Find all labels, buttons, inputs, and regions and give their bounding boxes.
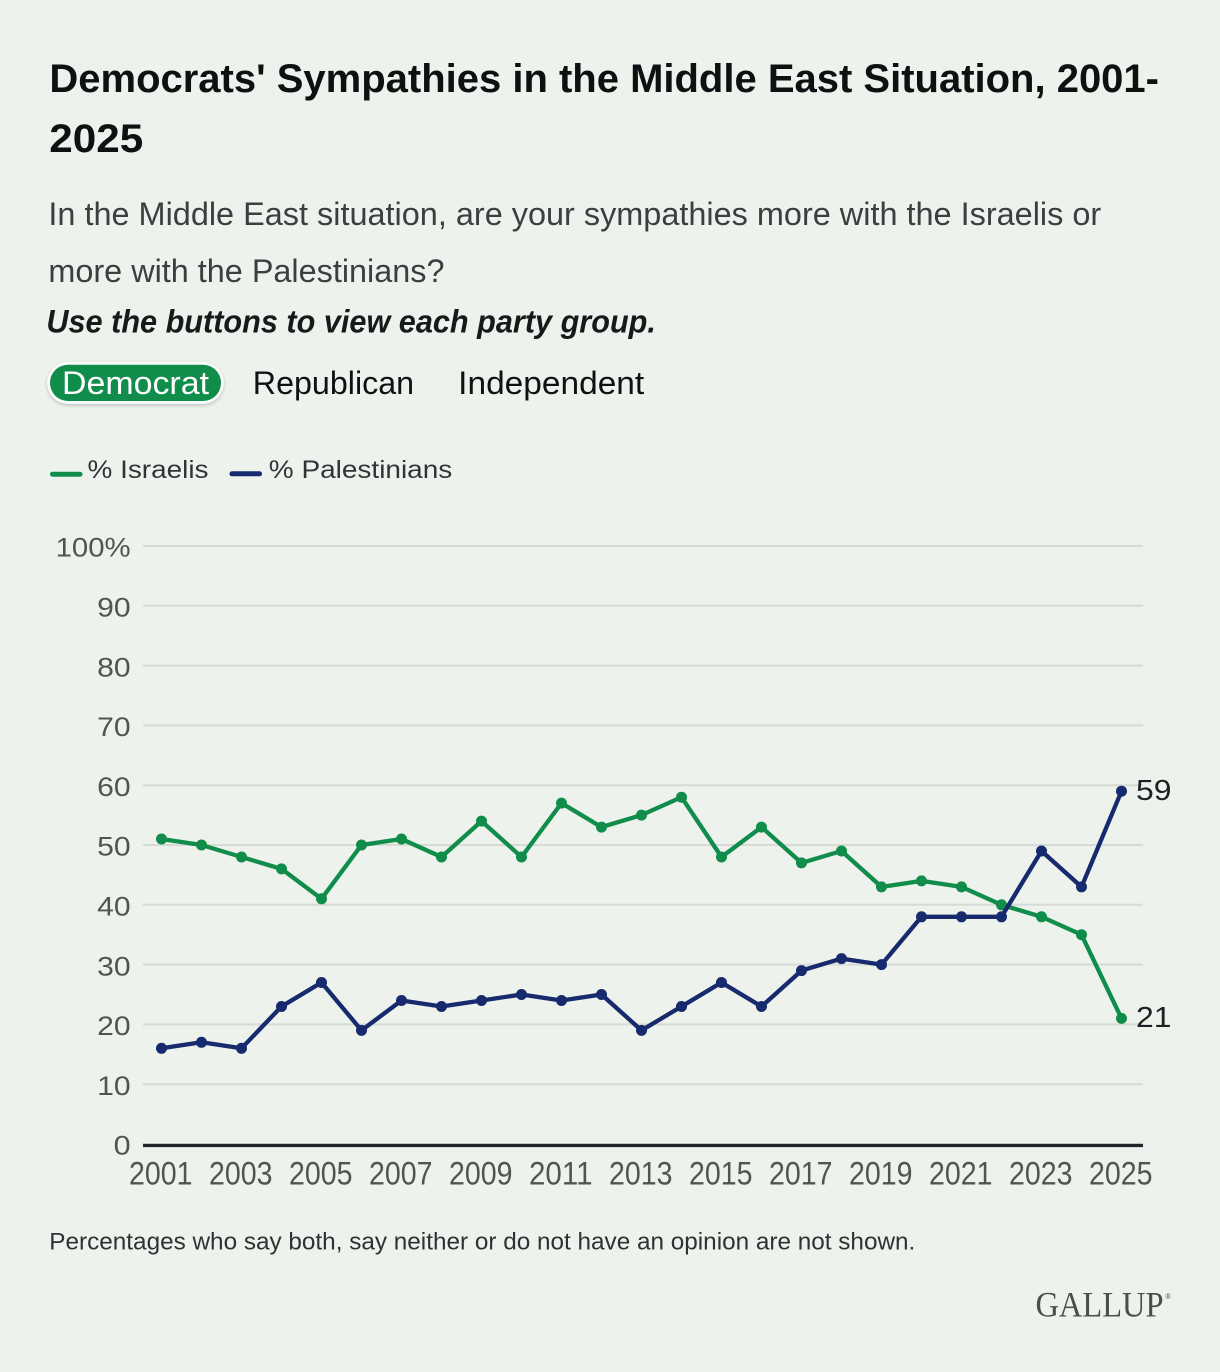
svg-text:2021: 2021: [929, 1155, 993, 1191]
svg-text:Democrat: Democrat: [62, 365, 209, 401]
svg-text:2023: 2023: [1009, 1155, 1073, 1191]
svg-text:30: 30: [97, 951, 131, 981]
svg-text:2017: 2017: [769, 1155, 833, 1191]
svg-text:2025: 2025: [1089, 1155, 1153, 1191]
svg-text:2007: 2007: [369, 1155, 433, 1191]
svg-text:% Palestinians: % Palestinians: [269, 456, 453, 484]
svg-text:Independent: Independent: [458, 365, 644, 401]
svg-text:59: 59: [1136, 775, 1172, 807]
svg-text:In the Middle East situation,: In the Middle East situation, are your s…: [48, 196, 1101, 232]
svg-text:80: 80: [97, 652, 131, 682]
svg-text:®: ®: [1165, 1292, 1171, 1301]
svg-text:100%: 100%: [56, 533, 131, 563]
svg-text:Use the buttons to view each p: Use the buttons to view each party group…: [46, 304, 656, 340]
svg-text:90: 90: [97, 593, 131, 623]
svg-text:2005: 2005: [289, 1155, 353, 1191]
svg-text:Republican: Republican: [253, 365, 414, 401]
svg-text:2001: 2001: [129, 1155, 193, 1191]
svg-text:more with the Palestinians?: more with the Palestinians?: [48, 253, 444, 289]
svg-text:2011: 2011: [529, 1155, 593, 1191]
svg-text:Democrats' Sympathies in the M: Democrats' Sympathies in the Middle East…: [49, 57, 1159, 101]
svg-text:2015: 2015: [689, 1155, 753, 1191]
svg-text:70: 70: [97, 712, 131, 742]
svg-text:50: 50: [97, 832, 131, 862]
svg-text:10: 10: [97, 1071, 131, 1101]
svg-text:GALLUP: GALLUP: [1036, 1284, 1164, 1324]
svg-text:40: 40: [97, 892, 131, 922]
svg-text:Percentages who say both, say: Percentages who say both, say neither or…: [49, 1229, 915, 1256]
svg-text:21: 21: [1136, 1002, 1172, 1034]
svg-text:20: 20: [97, 1011, 131, 1041]
svg-text:2025: 2025: [49, 117, 143, 161]
svg-text:2009: 2009: [449, 1155, 513, 1191]
svg-text:0: 0: [114, 1131, 131, 1161]
svg-text:% Israelis: % Israelis: [88, 456, 209, 484]
svg-text:2013: 2013: [609, 1155, 673, 1191]
svg-text:2003: 2003: [209, 1155, 273, 1191]
svg-text:2019: 2019: [849, 1155, 913, 1191]
svg-text:60: 60: [97, 772, 131, 802]
